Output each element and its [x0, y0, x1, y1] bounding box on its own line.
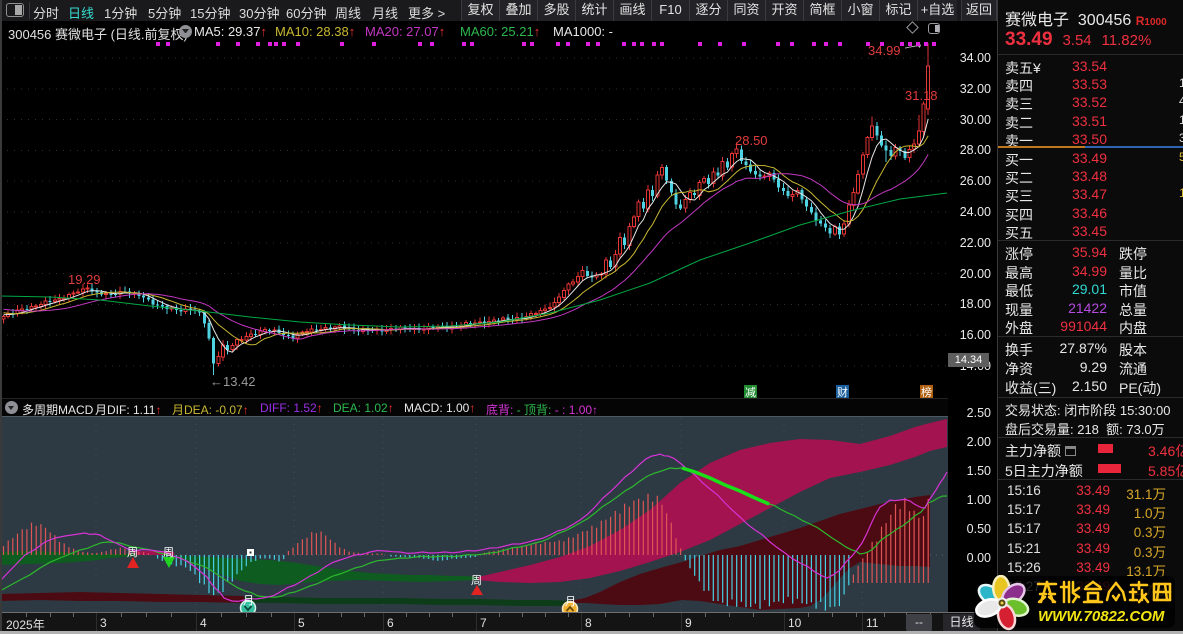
svg-text:周: 周 — [163, 546, 174, 559]
svg-text:财: 财 — [837, 385, 848, 398]
svg-text:31.18: 31.18 — [905, 88, 938, 103]
svg-text:月: 月 — [243, 595, 254, 607]
svg-text:周: 周 — [471, 574, 482, 587]
svg-text:减: 减 — [745, 386, 756, 398]
svg-text:19.29: 19.29 — [68, 272, 101, 287]
svg-text:←13.42: ←13.42 — [210, 374, 256, 389]
svg-text:周: 周 — [127, 546, 138, 559]
svg-text:月: 月 — [565, 596, 576, 608]
svg-text:34.99: 34.99 — [868, 43, 901, 58]
svg-text:榜: 榜 — [921, 385, 932, 398]
svg-text:28.50: 28.50 — [735, 133, 768, 148]
